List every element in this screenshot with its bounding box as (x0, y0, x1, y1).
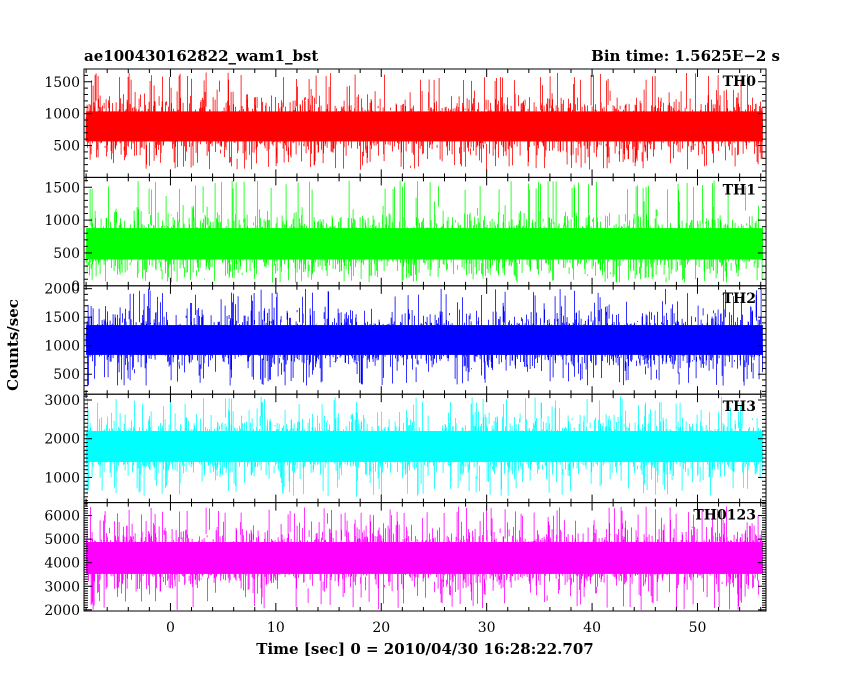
panel-label-th0123: TH0123 (693, 508, 756, 524)
series-th1 (85, 180, 763, 283)
x-tick-label: 10 (267, 620, 285, 636)
panel-label-th0: TH0 (723, 74, 757, 90)
y-tick-label-th2: 1500 (44, 310, 80, 326)
x-tick-labels: 0 10 20 30 40 50 (166, 620, 706, 636)
y-tick-label-th0123: 4000 (44, 556, 80, 572)
y-axis-label: Counts/sec (4, 299, 22, 391)
x-tick-label: 40 (583, 620, 601, 636)
panel-th0: 500 1000 1500 TH0 (44, 68, 767, 178)
y-tick-label-th3: 1000 (44, 470, 80, 486)
y-tick-label-th1: 1500 (44, 180, 80, 196)
x-tick-label: 20 (372, 620, 390, 636)
x-tick-label: 50 (689, 620, 707, 636)
y-tick-label-th2: 1000 (44, 339, 80, 355)
y-tick-label-th3: 2000 (44, 432, 80, 448)
panel-label-th2: TH2 (723, 291, 756, 307)
panel-th3: 1000 2000 3000 TH3 (44, 393, 767, 504)
y-tick-label-th0: 1000 (44, 107, 80, 123)
y-tick-label-th2: 2000 (44, 282, 80, 298)
y-tick-label-th0: 500 (53, 139, 80, 155)
x-tick-label: 0 (166, 620, 175, 636)
y-tick-label-th0123: 5000 (44, 532, 80, 548)
panel-th2: 500 1000 1500 2000 TH2 (44, 282, 767, 395)
y-tick-label-th0: 1500 (44, 75, 80, 91)
panel-label-th3: TH3 (723, 399, 756, 415)
series-th0123 (85, 506, 763, 610)
y-tick-label-th0123: 3000 (44, 579, 80, 595)
y-tick-label-th1: 1000 (44, 213, 80, 229)
panel-th0123: 2000 3000 4000 5000 6000 TH0123 (44, 502, 767, 619)
panels-group: 500 1000 1500 TH0 0 500 1000 1500 TH1 500 1000 1500… (44, 68, 767, 619)
y-tick-label-th0123: 2000 (44, 603, 80, 619)
bin-time-label: Bin time: 1.5625E−2 s (591, 47, 780, 65)
x-axis-label: Time [sec] 0 = 2010/04/30 16:28:22.707 (256, 640, 593, 658)
panel-frame-th0123 (83, 502, 767, 612)
y-tick-label-th0123: 6000 (44, 509, 80, 525)
y-tick-label-th1: 500 (53, 246, 80, 262)
panel-th1: 0 500 1000 1500 TH1 (44, 176, 767, 295)
y-tick-label-th3: 3000 (44, 393, 80, 409)
y-tick-label-th1: 0 (71, 279, 80, 295)
x-tick-label: 30 (478, 620, 496, 636)
chart-title: ae100430162822_wam1_bst (84, 47, 318, 65)
series-th0 (85, 72, 763, 170)
y-tick-label-th2: 500 (53, 367, 80, 383)
panel-label-th1: TH1 (723, 182, 756, 198)
